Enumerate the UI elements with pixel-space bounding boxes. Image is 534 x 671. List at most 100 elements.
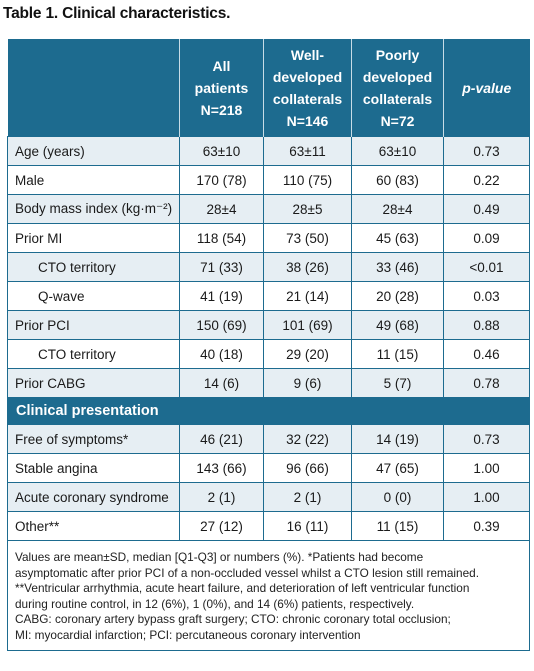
table-row: Stable angina 143 (66) 96 (66) 47 (65) 1.00 <box>7 453 530 483</box>
row-label: Q-wave <box>7 281 180 311</box>
table-body-presentation: Free of symptoms* 46 (21) 32 (22) 14 (19) 0.… <box>7 424 530 541</box>
cell-all-patients: 28±4 <box>179 194 264 224</box>
table-row: Age (years) 63±10 63±11 63±10 0.73 <box>7 136 530 166</box>
header-line: developed <box>362 68 433 85</box>
cell-p-value: 0.49 <box>443 194 530 224</box>
clinical-characteristics-table: All patients N=218 Well- developed colla… <box>7 39 530 651</box>
cell-well-developed: 63±11 <box>263 136 352 166</box>
cell-well-developed: 101 (69) <box>263 310 352 340</box>
row-label: CTO territory <box>7 252 180 282</box>
row-label: Prior MI <box>7 223 180 253</box>
section-row: Clinical presentation <box>7 397 530 425</box>
header-line: All <box>212 57 231 74</box>
cell-all-patients: 170 (78) <box>179 165 264 195</box>
table-title: Table 1. Clinical characteristics. <box>3 5 231 22</box>
cell-all-patients: 118 (54) <box>179 223 264 253</box>
table-footnotes: Values are mean±SD, median [Q1-Q3] or nu… <box>7 540 530 651</box>
cell-well-developed: 2 (1) <box>263 482 352 512</box>
table-body-baseline: Age (years) 63±10 63±11 63±10 0.73 Male 170 (7… <box>7 136 530 398</box>
cell-all-patients: 46 (21) <box>179 424 264 454</box>
cell-poorly-developed: 0 (0) <box>351 482 444 512</box>
cell-well-developed: 21 (14) <box>263 281 352 311</box>
cell-all-patients: 150 (69) <box>179 310 264 340</box>
header-line: N=146 <box>286 112 329 129</box>
table-row: Prior CABG 14 (6) 9 (6) 5 (7) 0.78 <box>7 368 530 398</box>
header-line: collaterals <box>272 90 343 107</box>
cell-p-value: 1.00 <box>443 453 530 483</box>
cell-all-patients: 40 (18) <box>179 339 264 369</box>
cell-poorly-developed: 60 (83) <box>351 165 444 195</box>
row-label: CTO territory <box>7 339 180 369</box>
cell-poorly-developed: 47 (65) <box>351 453 444 483</box>
header-poorly-developed: Poorly developed collaterals N=72 <box>351 39 444 137</box>
cell-p-value: 0.78 <box>443 368 530 398</box>
cell-p-value: 0.22 <box>443 165 530 195</box>
cell-poorly-developed: 49 (68) <box>351 310 444 340</box>
row-label: Prior CABG <box>7 368 180 398</box>
header-line: collaterals <box>362 90 433 107</box>
cell-all-patients: 2 (1) <box>179 482 264 512</box>
row-label: Acute coronary syndrome <box>7 482 180 512</box>
cell-poorly-developed: 14 (19) <box>351 424 444 454</box>
header-line: developed <box>272 68 343 85</box>
cell-p-value: <0.01 <box>443 252 530 282</box>
footnote-line: MI: myocardial infarction; PCI: percutan… <box>15 627 361 642</box>
cell-poorly-developed: 33 (46) <box>351 252 444 282</box>
row-label: Age (years) <box>7 136 180 166</box>
table-header-row: All patients N=218 Well- developed colla… <box>7 39 530 137</box>
table-row: Q-wave 41 (19) 21 (14) 20 (28) 0.03 <box>7 281 530 311</box>
header-all-patients: All patients N=218 <box>179 39 264 137</box>
section-title: Clinical presentation <box>7 397 530 425</box>
footnote-line: **Ventricular arrhythmia, acute heart fa… <box>15 581 470 596</box>
cell-p-value: 0.73 <box>443 424 530 454</box>
cell-all-patients: 41 (19) <box>179 281 264 311</box>
cell-all-patients: 63±10 <box>179 136 264 166</box>
header-line: Well- <box>290 46 325 63</box>
cell-poorly-developed: 20 (28) <box>351 281 444 311</box>
footnote-line: asymptomatic after prior PCI of a non-oc… <box>15 565 479 580</box>
header-line: Poorly <box>375 46 420 63</box>
cell-all-patients: 71 (33) <box>179 252 264 282</box>
cell-well-developed: 73 (50) <box>263 223 352 253</box>
table-row: Acute coronary syndrome 2 (1) 2 (1) 0 (0) 1.… <box>7 482 530 512</box>
footnote-line: Values are mean±SD, median [Q1-Q3] or nu… <box>15 550 424 564</box>
table-section: Clinical presentation <box>7 397 530 425</box>
footnote-line: during routine control, in 12 (6%), 1 (0… <box>15 596 415 611</box>
table-row: Prior MI 118 (54) 73 (50) 45 (63) 0.09 <box>7 223 530 253</box>
cell-poorly-developed: 5 (7) <box>351 368 444 398</box>
cell-p-value: 0.73 <box>443 136 530 166</box>
header-line: N=218 <box>200 101 243 118</box>
header-characteristic <box>7 39 180 137</box>
row-label: Prior PCI <box>7 310 180 340</box>
table-row: Body mass index (kg·m⁻²) 28±4 28±5 28±4 0.49 <box>7 194 530 224</box>
row-label: Male <box>7 165 180 195</box>
cell-all-patients: 14 (6) <box>179 368 264 398</box>
header-line: patients <box>194 79 249 96</box>
row-label: Body mass index (kg·m⁻²) <box>7 194 180 224</box>
header-line: N=72 <box>380 112 415 129</box>
table-row: Free of symptoms* 46 (21) 32 (22) 14 (19) 0.… <box>7 424 530 454</box>
cell-all-patients: 27 (12) <box>179 511 264 541</box>
table-row: Male 170 (78) 110 (75) 60 (83) 0.22 <box>7 165 530 195</box>
row-label: Stable angina <box>7 453 180 483</box>
row-label: Free of symptoms* <box>7 424 180 454</box>
cell-p-value: 0.39 <box>443 511 530 541</box>
table-row: CTO territory 40 (18) 29 (20) 11 (15) 0.46 <box>7 339 530 369</box>
header-p-value: p-value <box>443 39 530 137</box>
cell-poorly-developed: 63±10 <box>351 136 444 166</box>
cell-poorly-developed: 45 (63) <box>351 223 444 253</box>
cell-well-developed: 28±5 <box>263 194 352 224</box>
cell-well-developed: 38 (26) <box>263 252 352 282</box>
cell-well-developed: 9 (6) <box>263 368 352 398</box>
cell-well-developed: 16 (11) <box>263 511 352 541</box>
table-row: Prior PCI 150 (69) 101 (69) 49 (68) 0.88 <box>7 310 530 340</box>
cell-p-value: 1.00 <box>443 482 530 512</box>
cell-well-developed: 29 (20) <box>263 339 352 369</box>
cell-p-value: 0.09 <box>443 223 530 253</box>
cell-all-patients: 143 (66) <box>179 453 264 483</box>
cell-p-value: 0.03 <box>443 281 530 311</box>
footnote-row: Values are mean±SD, median [Q1-Q3] or nu… <box>7 540 530 651</box>
cell-poorly-developed: 11 (15) <box>351 511 444 541</box>
footnote-line: CABG: coronary artery bypass graft surge… <box>15 612 451 627</box>
